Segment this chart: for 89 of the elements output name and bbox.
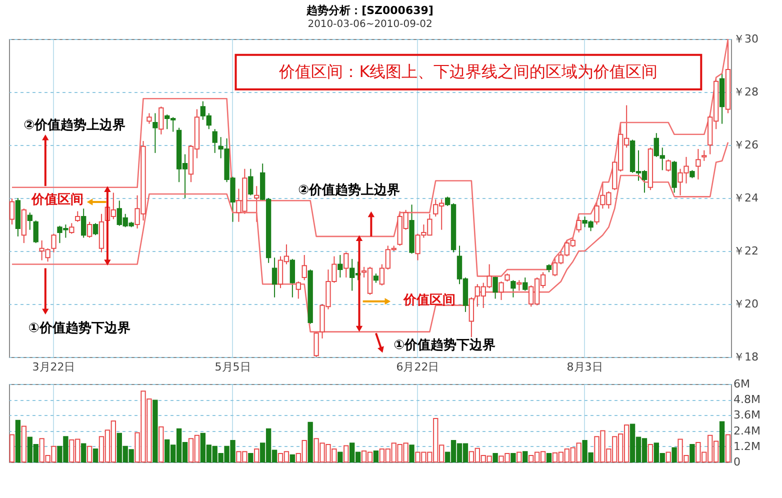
candlestick	[338, 254, 343, 278]
bar	[81, 443, 86, 462]
candlestick	[373, 273, 379, 284]
bar	[344, 445, 349, 462]
bar	[254, 448, 260, 462]
bar	[492, 453, 498, 462]
chart-title: 趋势分析：[SZ000639]	[306, 4, 434, 17]
y-tick-label: ￥26	[734, 138, 758, 152]
candlestick	[75, 210, 80, 222]
bar	[9, 434, 15, 462]
candlestick	[254, 186, 260, 222]
candlestick	[314, 331, 319, 358]
candlestick	[492, 276, 498, 300]
candlestick	[212, 128, 218, 154]
y-tick-label: ￥22	[734, 244, 758, 258]
bar	[152, 400, 158, 462]
candlestick	[81, 208, 86, 238]
bar	[373, 450, 379, 462]
y-tick-label: ￥24	[734, 192, 758, 204]
annotation: 价值区间：K线图上、下边界线之间的区域为价值区间	[278, 62, 658, 82]
candlestick	[51, 233, 56, 253]
candlestick	[696, 148, 701, 180]
candlestick	[510, 280, 516, 298]
y-tick-label: 0	[734, 456, 740, 468]
candlestick	[344, 252, 349, 278]
y-tick-label: 4.8M	[734, 393, 760, 406]
bar	[21, 426, 27, 462]
annotation: 价值区间	[402, 293, 456, 308]
candlestick	[92, 222, 98, 236]
candlestick	[666, 159, 671, 172]
bar	[510, 453, 516, 462]
chart-subtitle: 2010-03-06~2010-09-02	[308, 19, 432, 30]
x-tick-label: 5月5日	[214, 360, 251, 374]
bar	[158, 426, 164, 462]
candlestick	[146, 112, 152, 124]
bar	[15, 420, 21, 462]
candlestick	[86, 221, 92, 238]
bar	[546, 453, 552, 462]
y-tick-label: ￥18	[734, 350, 758, 364]
y-tick-label: 1.2M	[734, 440, 760, 453]
annotation: ①价值趋势下边界	[394, 337, 496, 354]
bar	[719, 421, 725, 462]
y-tick-label: ￥30	[734, 32, 758, 46]
bar	[248, 453, 254, 462]
bar	[409, 444, 414, 462]
candlestick	[69, 222, 74, 234]
bar	[308, 422, 313, 462]
line-series	[11, 142, 729, 332]
candlestick	[702, 150, 707, 162]
candlestick	[290, 258, 296, 298]
candlestick	[498, 280, 504, 301]
bar	[690, 444, 695, 462]
bar	[516, 452, 522, 462]
annotation: 价值区间	[30, 192, 84, 208]
x-tick-label: 8月3日	[566, 360, 603, 374]
candlestick	[33, 220, 38, 244]
bar	[672, 447, 677, 462]
bar	[86, 446, 92, 462]
candlestick	[350, 258, 355, 292]
bar	[92, 448, 98, 462]
y-tick-label: ￥28	[734, 86, 758, 98]
candlestick	[576, 216, 582, 233]
candlestick	[248, 168, 254, 196]
bar	[290, 454, 296, 462]
x-tick-label: 3月22日	[32, 360, 76, 374]
y-tick-label: 3.6M	[734, 408, 760, 422]
y-tick-label: 6M	[734, 378, 750, 390]
y-tick-label: ￥20	[734, 298, 758, 310]
annotation: ②价值趋势上边界	[24, 117, 126, 134]
candlestick	[594, 201, 600, 225]
candlestick	[27, 212, 32, 230]
x-tick-label: 6月22日	[396, 360, 440, 374]
bar	[522, 451, 528, 462]
annotation: ②价值趋势上边界	[298, 182, 400, 198]
candlestick	[516, 280, 522, 292]
bar	[725, 434, 731, 462]
bar	[338, 452, 343, 462]
candlestick	[302, 254, 307, 281]
candlestick	[272, 257, 278, 298]
bar	[666, 452, 671, 462]
candlestick	[158, 106, 164, 135]
candlestick	[522, 277, 528, 292]
candlestick	[9, 198, 15, 225]
annotation: ①价值趋势下边界	[28, 320, 130, 336]
candlestick	[152, 112, 158, 154]
candlestick	[296, 280, 301, 300]
candlestick	[468, 296, 474, 338]
bar	[648, 444, 654, 462]
y-tick-label: 2.4M	[734, 424, 760, 438]
